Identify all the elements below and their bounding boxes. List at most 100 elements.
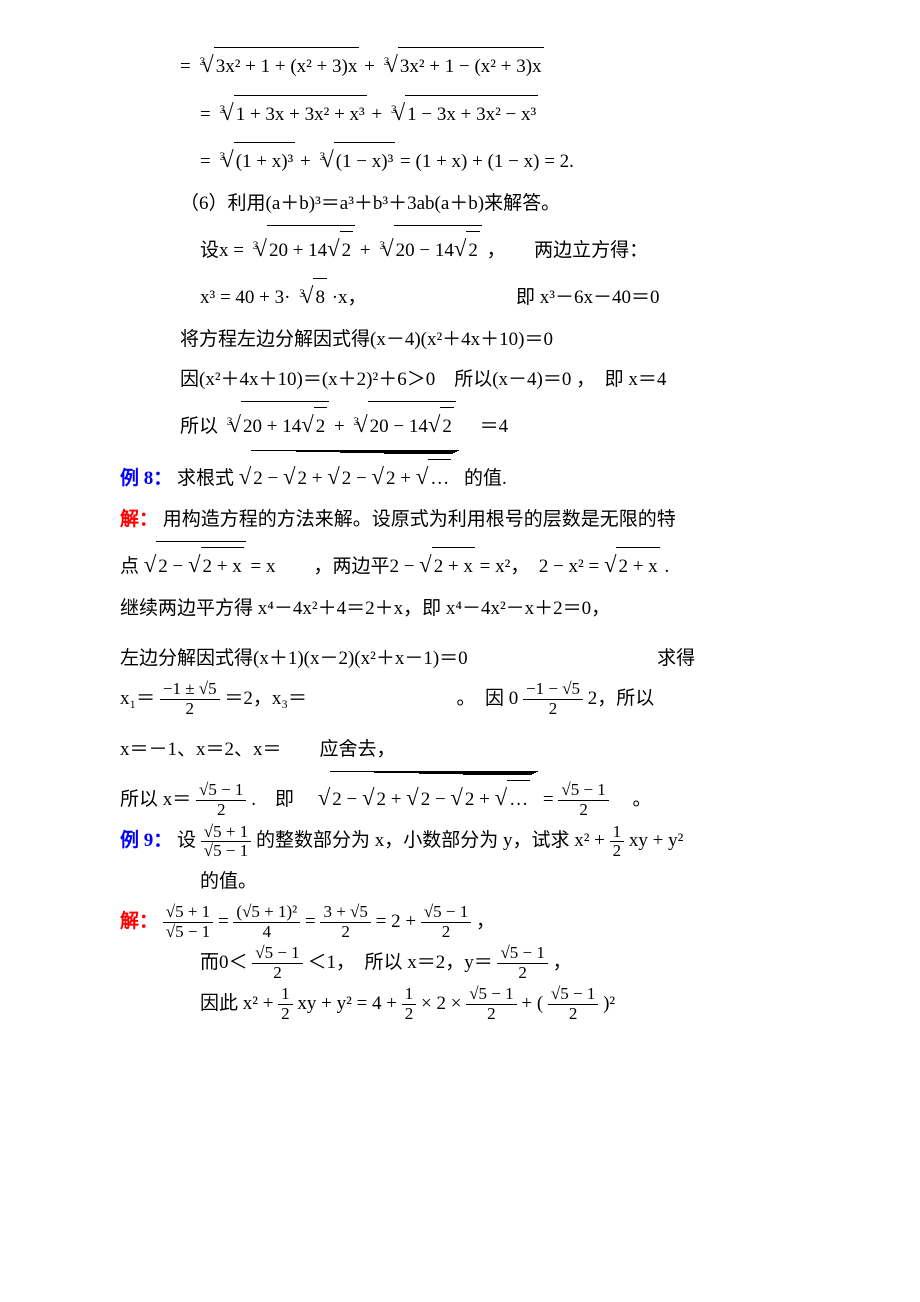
- denominator: √5 − 1: [163, 923, 213, 942]
- text: ·x，: [332, 287, 367, 308]
- text: . 即: [251, 789, 313, 810]
- text: 2 −: [342, 468, 372, 489]
- eq-line-8: 因(x²＋4x＋10)＝(x＋2)²＋6＞0 所以(x－4)＝0 ， 即 x＝4: [120, 361, 840, 399]
- text: 左边分解因式得(x＋1)(x－2)(x²＋x－1)＝0: [120, 648, 468, 669]
- denominator: 2: [320, 923, 370, 942]
- text: 2 +: [465, 789, 495, 810]
- text: +: [371, 104, 386, 125]
- text: × 2 ×: [421, 993, 466, 1014]
- solution-8-line-5: x₁＝ −1 ± √52 ＝2，x₃＝ 。 因 0 −1 − √52 2，所以: [120, 680, 840, 719]
- solution-9-line-2: 而0＜ √5 − 12 ＜1， 所以 x＝2，y＝ √5 − 12 ，: [120, 944, 840, 983]
- numerator: √5 − 1: [497, 944, 547, 964]
- text: 的值.: [464, 468, 507, 489]
- text: ＜1， 所以 x＝2，y＝: [307, 952, 492, 973]
- radicand: 2 + x: [616, 547, 659, 586]
- numerator: −1 ± √5: [160, 680, 220, 700]
- radicand: 2 + x: [432, 547, 475, 586]
- solution-8-line-1: 解： 用构造方程的方法来解。设原式为利用根号的层数是无限的特: [120, 501, 840, 539]
- text: =: [200, 151, 215, 172]
- text: x² +: [574, 830, 609, 851]
- text: 。 因 0: [457, 688, 519, 709]
- eq-line-3: = 3√(1 + x)³ + 3√(1 − x)³ = (1 + x) + (1…: [120, 137, 840, 183]
- text: ，: [553, 952, 572, 973]
- text: 2 +: [298, 468, 328, 489]
- text: 即 x³－6x－40＝0: [516, 287, 659, 308]
- example-9: 例 9： 设 √5 + 1√5 − 1 的整数部分为 x，小数部分为 y，试求 …: [120, 822, 840, 861]
- text: 2 −: [421, 789, 451, 810]
- radicand: 2: [314, 407, 328, 446]
- eq-line-2: = 3√1 + 3x + 3x² + x³ + 3√1 − 3x + 3x² −…: [120, 90, 840, 136]
- denominator: 2: [421, 923, 471, 942]
- example-8: 例 8： 求根式 √2 − √2 + √2 − √2 + √… 的值.: [120, 450, 840, 500]
- numerator: √5 − 1: [421, 903, 471, 923]
- text: = x²， 2 − x² =: [480, 556, 604, 577]
- text: xy + y²: [629, 830, 683, 851]
- denominator: 2: [523, 700, 583, 719]
- text: 2 +: [376, 789, 406, 810]
- text: x₁＝: [120, 688, 155, 709]
- numerator: √5 − 1: [548, 985, 598, 1005]
- text: 的整数部分为 x，小数部分为 y，试求: [256, 830, 574, 851]
- text: 将方程左边分解因式得(x－4)(x²＋4x＋10)＝0: [180, 329, 553, 350]
- radicand: 3x² + 1 + (x² + 3)x: [214, 47, 360, 86]
- text: .: [664, 556, 669, 577]
- numerator: √5 − 1: [196, 781, 246, 801]
- radicand: (1 + x)³: [234, 142, 296, 181]
- text: xy + y² = 4 +: [297, 993, 401, 1014]
- text: =: [180, 56, 195, 77]
- text: =: [305, 911, 320, 932]
- radicand: …: [428, 459, 451, 498]
- denominator: 4: [233, 923, 300, 942]
- denominator: 2: [466, 1005, 516, 1024]
- eq-line-6: x³ = 40 + 3· 3√8 ·x， 即 x³－6x－40＝0: [120, 273, 840, 319]
- solution-8-line-4: 左边分解因式得(x＋1)(x－2)(x²＋x－1)＝0 求得: [120, 640, 840, 678]
- text: + (: [521, 993, 543, 1014]
- text: x³ = 40 + 3·: [200, 287, 290, 308]
- text: 20 + 14: [243, 416, 301, 437]
- text: +: [300, 151, 315, 172]
- text: 设: [177, 830, 201, 851]
- text: +: [364, 56, 379, 77]
- denominator: 2: [610, 842, 625, 861]
- denominator: 2: [252, 964, 302, 983]
- radicand: 2 + x: [201, 547, 244, 586]
- solution-9-line-1: 解： √5 + 1√5 − 1 = (√5 + 1)²4 = 3 + √52 =…: [120, 903, 840, 942]
- solution-8-label: 解：: [120, 509, 158, 530]
- denominator: 2: [196, 801, 246, 820]
- text: 2 +: [386, 468, 416, 489]
- numerator: 1: [610, 823, 625, 843]
- text: ， 两边立方得：: [487, 240, 649, 261]
- text: 的值。: [200, 871, 257, 892]
- example-9-cont: 的值。: [120, 863, 840, 901]
- text: x＝－1、x＝2、x＝ 应舍去，: [120, 739, 396, 760]
- numerator: −1 − √5: [523, 680, 583, 700]
- numerator: 1: [402, 985, 417, 1005]
- text: 2 −: [158, 556, 188, 577]
- radicand: …: [507, 780, 530, 819]
- eq-line-9: 所以 3√20 + 14√2 + 3√20 − 14√2 ＝4: [120, 401, 840, 448]
- solution-8-line-2: 点 √2 − √2 + x = x ，两边平2 − √2 + x = x²， 2…: [120, 541, 840, 588]
- denominator: √5 − 1: [201, 842, 251, 861]
- text: +: [334, 416, 349, 437]
- solution-8-line-6: x＝－1、x＝2、x＝ 应舍去，: [120, 731, 840, 769]
- text: 20 − 14: [396, 240, 454, 261]
- text: )²: [603, 993, 615, 1014]
- text: =: [200, 104, 215, 125]
- numerator: √5 + 1: [201, 823, 251, 843]
- numerator: √5 − 1: [466, 985, 516, 1005]
- text: 用构造方程的方法来解。设原式为利用根号的层数是无限的特: [163, 509, 676, 530]
- denominator: 2: [402, 1005, 417, 1024]
- text: 继续两边平方得 x⁴－4x²＋4＝2＋x，即 x⁴－4x²－x＋2＝0，: [120, 598, 610, 619]
- denominator: 2: [160, 700, 220, 719]
- text: 求得: [657, 648, 695, 669]
- text: （6）利用(a＋b)³＝a³＋b³＋3ab(a＋b)来解答。: [180, 193, 560, 214]
- text: 设x =: [200, 240, 249, 261]
- numerator: √5 − 1: [558, 781, 608, 801]
- denominator: 2: [548, 1005, 598, 1024]
- text: 。: [614, 789, 652, 810]
- radicand: 2: [440, 407, 454, 446]
- text: 而0＜: [200, 952, 248, 973]
- solution-9-label: 解：: [120, 911, 158, 932]
- eq-line-5: 设x = 3√20 + 14√2 + 3√20 − 14√2 ， 两边立方得：: [120, 225, 840, 272]
- numerator: (√5 + 1)²: [233, 903, 300, 923]
